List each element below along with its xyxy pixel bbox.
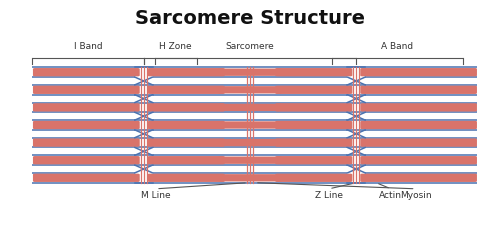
FancyBboxPatch shape [33,138,140,147]
Text: M Line: M Line [141,190,171,200]
Text: Z Line: Z Line [315,190,343,200]
FancyBboxPatch shape [360,86,477,94]
FancyBboxPatch shape [360,156,477,164]
FancyBboxPatch shape [33,121,140,129]
FancyBboxPatch shape [275,103,352,112]
FancyBboxPatch shape [275,121,352,129]
FancyBboxPatch shape [148,174,225,182]
FancyBboxPatch shape [33,156,140,164]
Text: I Band: I Band [74,42,102,51]
Text: Myosin: Myosin [400,190,432,200]
FancyBboxPatch shape [148,156,225,164]
FancyBboxPatch shape [33,86,140,94]
FancyBboxPatch shape [218,139,282,146]
FancyBboxPatch shape [148,103,225,112]
FancyBboxPatch shape [218,86,282,94]
FancyBboxPatch shape [218,174,282,182]
FancyBboxPatch shape [360,68,477,76]
FancyBboxPatch shape [218,68,282,76]
FancyBboxPatch shape [218,121,282,129]
FancyBboxPatch shape [360,121,477,129]
Text: Actin: Actin [380,190,402,200]
Text: Sarcomere Structure: Sarcomere Structure [135,9,365,28]
Text: A Band: A Band [381,42,413,51]
FancyBboxPatch shape [275,174,352,182]
FancyBboxPatch shape [218,156,282,164]
FancyBboxPatch shape [360,103,477,112]
FancyBboxPatch shape [148,121,225,129]
Text: Sarcomere: Sarcomere [226,42,274,51]
FancyBboxPatch shape [33,68,140,76]
Text: H Zone: H Zone [160,42,192,51]
FancyBboxPatch shape [275,156,352,164]
FancyBboxPatch shape [218,104,282,111]
FancyBboxPatch shape [275,138,352,147]
FancyBboxPatch shape [360,174,477,182]
FancyBboxPatch shape [148,138,225,147]
FancyBboxPatch shape [33,103,140,112]
FancyBboxPatch shape [33,174,140,182]
FancyBboxPatch shape [275,68,352,76]
FancyBboxPatch shape [360,138,477,147]
FancyBboxPatch shape [148,68,225,76]
FancyBboxPatch shape [148,86,225,94]
FancyBboxPatch shape [275,86,352,94]
